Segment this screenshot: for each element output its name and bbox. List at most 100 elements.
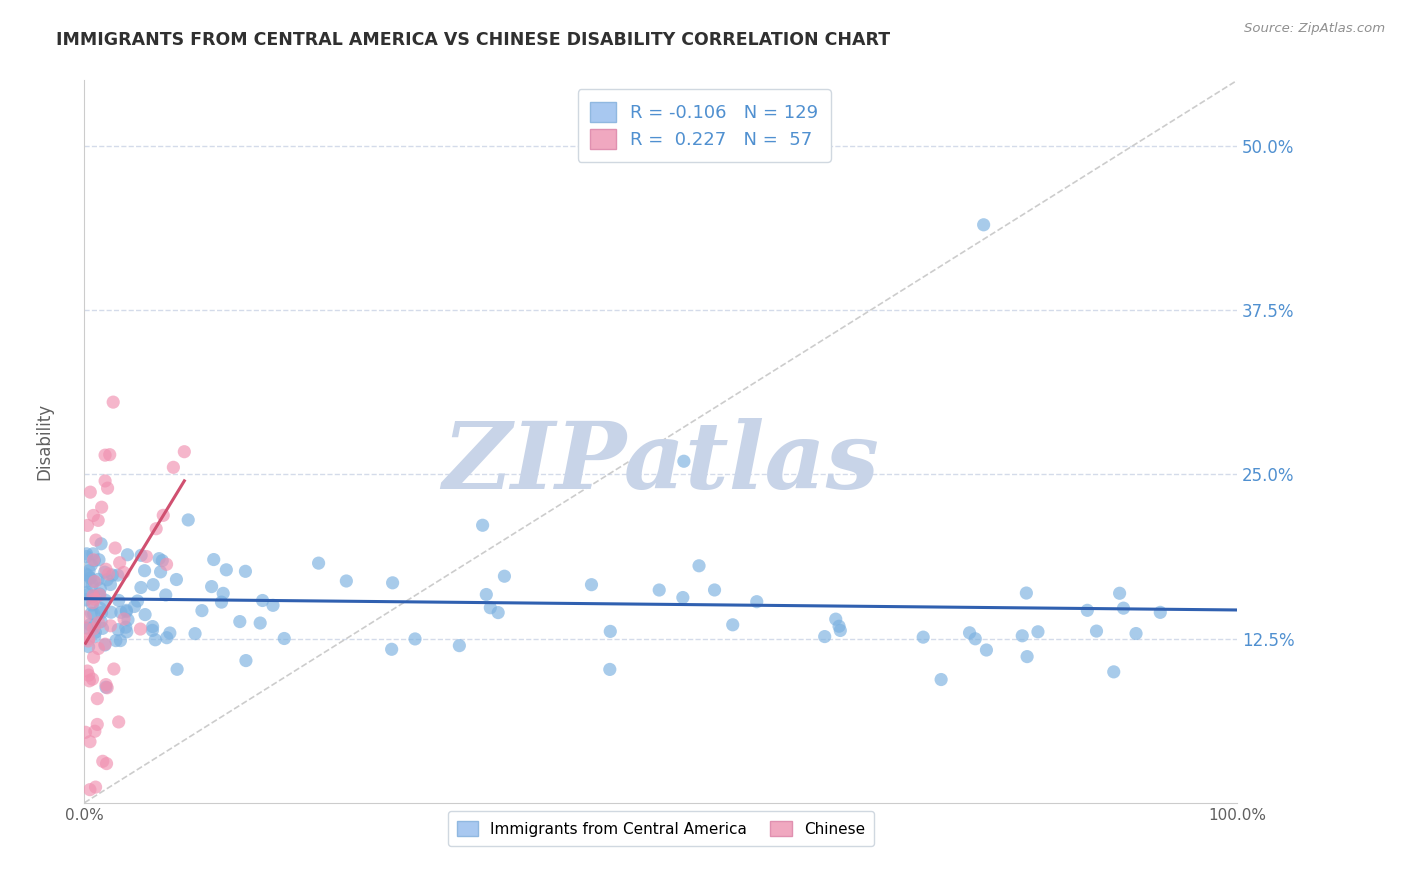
Point: [82, 508, 104, 523]
Point: [100, 619, 122, 633]
Point: [688, 558, 710, 573]
Text: Source: ZipAtlas.com: Source: ZipAtlas.com: [1244, 22, 1385, 36]
Point: [129, 622, 152, 636]
Point: [703, 582, 725, 597]
Point: [381, 575, 404, 590]
Point: [77, 588, 100, 602]
Point: [112, 612, 135, 626]
Text: Disability: Disability: [35, 403, 53, 480]
Point: [150, 554, 173, 568]
Point: [141, 624, 163, 638]
Point: [90, 500, 112, 515]
Point: [96, 756, 118, 771]
Point: [94, 638, 117, 652]
Point: [145, 522, 167, 536]
Point: [156, 631, 179, 645]
Point: [672, 591, 695, 605]
Point: [89, 582, 111, 596]
Point: [1011, 629, 1033, 643]
Point: [124, 599, 146, 614]
Point: [599, 624, 621, 639]
Point: [107, 593, 129, 607]
Point: [155, 588, 177, 602]
Point: [814, 630, 837, 644]
Point: [475, 587, 498, 601]
Point: [129, 549, 152, 563]
Point: [471, 518, 494, 533]
Point: [142, 577, 165, 591]
Point: [148, 551, 170, 566]
Point: [235, 564, 257, 578]
Point: [76, 664, 98, 678]
Point: [184, 626, 207, 640]
Point: [89, 601, 111, 615]
Point: [202, 552, 225, 566]
Point: [76, 585, 98, 599]
Point: [177, 513, 200, 527]
Point: [84, 625, 107, 640]
Point: [94, 680, 117, 694]
Point: [75, 725, 97, 739]
Point: [1026, 624, 1049, 639]
Point: [94, 474, 117, 488]
Point: [912, 630, 935, 644]
Point: [1085, 624, 1108, 639]
Point: [82, 672, 104, 686]
Point: [149, 565, 172, 579]
Point: [110, 605, 132, 619]
Point: [973, 218, 995, 232]
Point: [1017, 649, 1039, 664]
Point: [84, 780, 107, 794]
Point: [162, 460, 184, 475]
Point: [94, 562, 117, 576]
Point: [486, 606, 509, 620]
Point: [211, 595, 233, 609]
Point: [112, 566, 135, 580]
Point: [79, 782, 101, 797]
Point: [335, 574, 357, 588]
Point: [79, 734, 101, 748]
Point: [648, 582, 671, 597]
Point: [82, 547, 104, 561]
Point: [97, 481, 120, 495]
Point: [108, 556, 131, 570]
Point: [77, 568, 100, 582]
Point: [103, 395, 124, 409]
Point: [155, 558, 177, 572]
Point: [75, 621, 97, 635]
Point: [127, 594, 149, 608]
Point: [82, 598, 104, 612]
Point: [90, 615, 112, 629]
Point: [965, 632, 987, 646]
Point: [134, 607, 156, 622]
Point: [1076, 603, 1098, 617]
Point: [599, 662, 621, 676]
Point: [94, 678, 117, 692]
Point: [83, 553, 105, 567]
Point: [672, 454, 695, 468]
Point: [83, 607, 105, 621]
Point: [249, 615, 271, 630]
Point: [929, 673, 952, 687]
Point: [1149, 606, 1171, 620]
Point: [94, 637, 117, 651]
Point: [75, 574, 97, 589]
Point: [96, 681, 118, 695]
Point: [103, 662, 125, 676]
Point: [1112, 601, 1135, 615]
Point: [82, 589, 104, 603]
Point: [87, 572, 110, 586]
Point: [83, 618, 105, 632]
Point: [83, 574, 105, 589]
Point: [101, 568, 124, 582]
Point: [166, 662, 188, 676]
Legend: Immigrants from Central America, Chinese: Immigrants from Central America, Chinese: [447, 812, 875, 846]
Point: [745, 595, 768, 609]
Point: [1102, 665, 1125, 679]
Point: [76, 547, 98, 561]
Point: [79, 485, 101, 500]
Point: [87, 641, 110, 656]
Point: [212, 586, 235, 600]
Point: [83, 650, 105, 665]
Point: [165, 573, 187, 587]
